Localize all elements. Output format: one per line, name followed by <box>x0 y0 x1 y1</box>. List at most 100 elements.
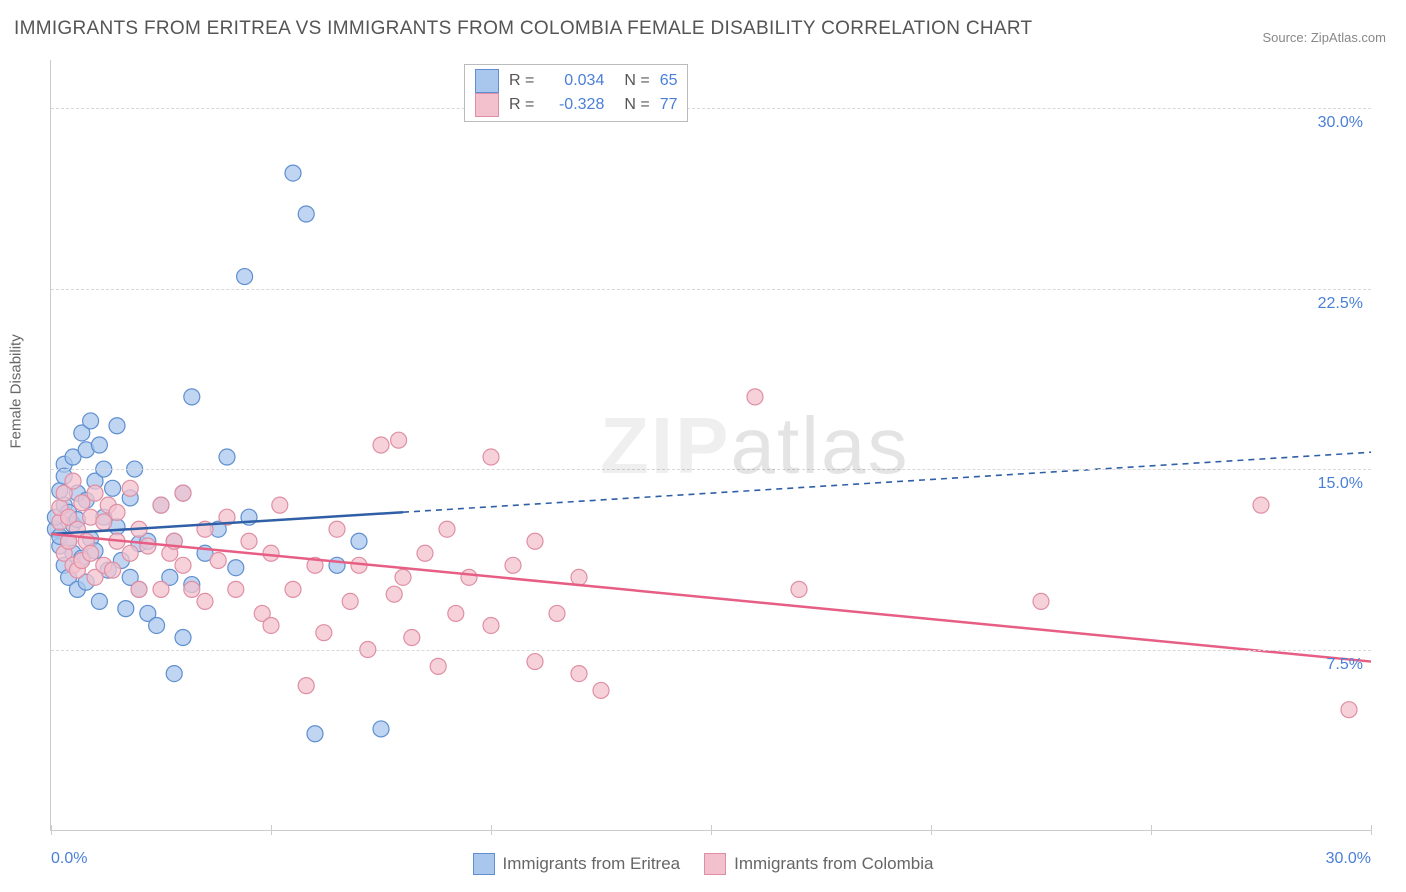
data-point <box>417 545 433 561</box>
data-point <box>197 593 213 609</box>
data-point <box>83 413 99 429</box>
data-point <box>65 473 81 489</box>
data-point <box>175 557 191 573</box>
data-point <box>237 269 253 285</box>
scatter-svg <box>51 60 1371 830</box>
y-tick-label: 7.5% <box>1327 656 1363 674</box>
n-value: 65 <box>660 72 678 90</box>
data-point <box>298 206 314 222</box>
data-point <box>1341 702 1357 718</box>
trend-line <box>51 534 1371 662</box>
data-point <box>263 617 279 633</box>
grid-line <box>51 289 1371 290</box>
data-point <box>549 605 565 621</box>
y-tick-label: 15.0% <box>1318 475 1363 493</box>
plot-area: 7.5%15.0%22.5%30.0%0.0%30.0% <box>50 60 1371 831</box>
data-point <box>448 605 464 621</box>
data-point <box>131 581 147 597</box>
data-point <box>439 521 455 537</box>
legend-row: R = 0.034 N = 65 <box>475 69 677 93</box>
data-point <box>483 617 499 633</box>
data-point <box>272 497 288 513</box>
data-point <box>747 389 763 405</box>
n-label: N = <box>624 72 649 90</box>
data-point <box>373 437 389 453</box>
data-point <box>329 557 345 573</box>
data-point <box>105 480 121 496</box>
data-point <box>430 658 446 674</box>
data-point <box>228 581 244 597</box>
data-point <box>210 553 226 569</box>
y-axis-label: Female Disability <box>8 334 25 448</box>
data-point <box>91 593 107 609</box>
legend-swatch <box>704 853 726 875</box>
data-point <box>373 721 389 737</box>
data-point <box>83 545 99 561</box>
legend-row: R = -0.328 N = 77 <box>475 93 677 117</box>
data-point <box>527 654 543 670</box>
x-tick <box>1151 825 1152 835</box>
x-tick <box>271 825 272 835</box>
data-point <box>342 593 358 609</box>
data-point <box>386 586 402 602</box>
series-name: Immigrants from Colombia <box>734 854 933 874</box>
data-point <box>351 533 367 549</box>
data-point <box>307 726 323 742</box>
data-point <box>153 497 169 513</box>
data-point <box>175 630 191 646</box>
data-point <box>298 678 314 694</box>
data-point <box>593 682 609 698</box>
data-point <box>122 545 138 561</box>
data-point <box>140 538 156 554</box>
r-label: R = <box>509 96 534 114</box>
data-point <box>461 569 477 585</box>
data-point <box>527 533 543 549</box>
grid-line <box>51 650 1371 651</box>
data-point <box>228 560 244 576</box>
x-tick <box>931 825 932 835</box>
r-label: R = <box>509 72 534 90</box>
data-point <box>791 581 807 597</box>
data-point <box>241 533 257 549</box>
r-value: 0.034 <box>544 72 604 90</box>
data-point <box>105 562 121 578</box>
trend-line-extrapolated <box>403 452 1371 512</box>
legend-item: Immigrants from Eritrea <box>473 853 681 875</box>
n-value: 77 <box>660 96 678 114</box>
series-name: Immigrants from Eritrea <box>503 854 681 874</box>
data-point <box>483 449 499 465</box>
data-point <box>285 581 301 597</box>
data-point <box>74 495 90 511</box>
data-point <box>149 617 165 633</box>
data-point <box>316 625 332 641</box>
x-tick <box>711 825 712 835</box>
x-tick <box>51 825 52 835</box>
legend-item: Immigrants from Colombia <box>704 853 933 875</box>
data-point <box>571 569 587 585</box>
data-point <box>404 630 420 646</box>
data-point <box>219 449 235 465</box>
data-point <box>329 521 345 537</box>
source-prefix: Source: <box>1262 30 1310 45</box>
grid-line <box>51 108 1371 109</box>
data-point <box>122 480 138 496</box>
chart-title: IMMIGRANTS FROM ERITREA VS IMMIGRANTS FR… <box>14 18 1032 40</box>
y-tick-label: 22.5% <box>1318 295 1363 313</box>
data-point <box>153 581 169 597</box>
data-point <box>175 485 191 501</box>
source-label: Source: ZipAtlas.com <box>1262 30 1386 45</box>
data-point <box>263 545 279 561</box>
legend-swatch <box>473 853 495 875</box>
data-point <box>391 432 407 448</box>
data-point <box>184 581 200 597</box>
data-point <box>184 389 200 405</box>
x-tick <box>491 825 492 835</box>
grid-line <box>51 469 1371 470</box>
source-name: ZipAtlas.com <box>1311 30 1386 45</box>
data-point <box>505 557 521 573</box>
data-point <box>109 418 125 434</box>
y-tick-label: 30.0% <box>1318 114 1363 132</box>
data-point <box>87 485 103 501</box>
n-label: N = <box>624 96 649 114</box>
data-point <box>118 601 134 617</box>
